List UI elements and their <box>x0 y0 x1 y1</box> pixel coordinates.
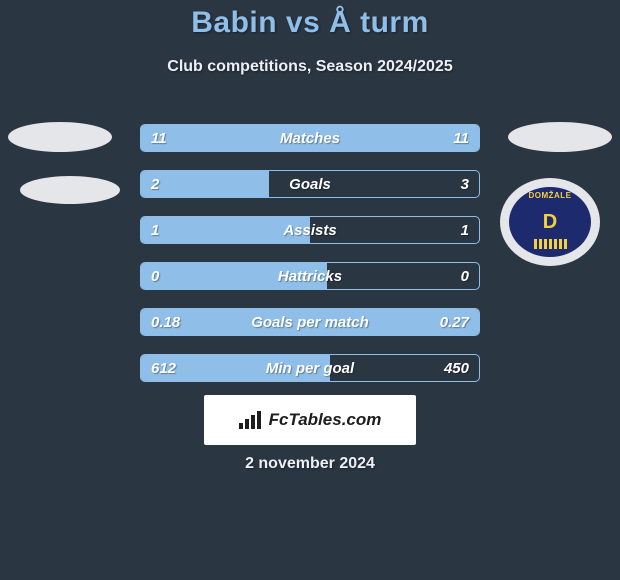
brand-logo-box[interactable]: FcTables.com <box>204 395 416 445</box>
player-left-avatar-2 <box>20 176 120 204</box>
club-badge: DOMŽALE D <box>500 178 600 266</box>
page-title: Babin vs Å turm <box>0 0 620 40</box>
stat-label: Assists <box>141 217 479 244</box>
stat-label: Hattricks <box>141 263 479 290</box>
stat-row: 0.180.27Goals per match <box>140 308 480 336</box>
stat-row: 11Assists <box>140 216 480 244</box>
stat-label: Matches <box>141 125 479 152</box>
club-badge-inner: DOMŽALE D <box>509 187 591 257</box>
club-badge-stripes-icon <box>534 239 567 249</box>
stat-row: 612450Min per goal <box>140 354 480 382</box>
page-subtitle: Club competitions, Season 2024/2025 <box>0 58 620 76</box>
stat-label: Goals per match <box>141 309 479 336</box>
footer-date: 2 november 2024 <box>0 455 620 473</box>
club-badge-letter: D <box>543 211 557 234</box>
club-badge-text: DOMŽALE <box>528 191 571 200</box>
stat-row: 23Goals <box>140 170 480 198</box>
brand-text: FcTables.com <box>269 410 382 430</box>
stat-row: 1111Matches <box>140 124 480 152</box>
stat-label: Min per goal <box>141 355 479 382</box>
stats-bars: 1111Matches 23Goals 11Assists 00Hattricks 0.… <box>140 124 480 382</box>
bars-icon <box>239 411 261 429</box>
player-right-avatar <box>508 122 612 152</box>
stat-row: 00Hattricks <box>140 262 480 290</box>
stat-label: Goals <box>141 171 479 198</box>
player-left-avatar-1 <box>8 122 112 152</box>
